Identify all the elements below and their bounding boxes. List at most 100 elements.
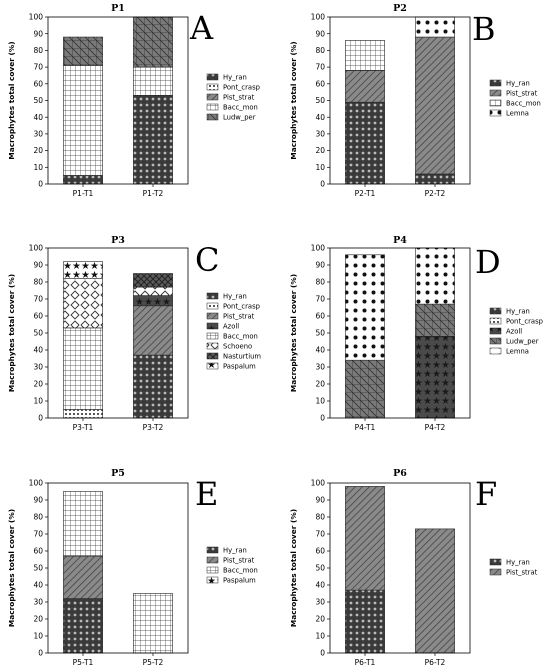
legend: Hy_ran Pist_strat Bacc_mon Paspalum [206,547,258,585]
panel-title: P5 [111,468,125,479]
y-tick-label: 20 [33,146,43,155]
panel-title: P6 [393,468,407,479]
bar-segment-schoeno [63,278,103,329]
legend-swatch [489,327,502,335]
legend-label: Pist_strat [506,90,538,98]
legend-label: Bacc_mon [223,567,258,575]
x-tick-label: P2-T2 [425,189,446,198]
legend: Hy_ran Pont_crasp Pist_strat Azoll Bacc_mon S… [206,292,261,371]
y-tick-label: 30 [315,130,325,139]
bar-segment-ludw-per [63,36,103,66]
legend-swatch [206,312,219,320]
legend: Hy_ran Pont_crasp Azoll Ludw_per Lemna [489,308,543,356]
bar-segment-bacc-mon [63,65,103,176]
y-tick-label: 70 [33,295,43,304]
y-tick-label: 30 [315,598,325,607]
legend-swatch [206,576,219,584]
y-tick-label: 100 [311,479,326,488]
legend-swatch [489,89,502,97]
y-tick-label: 60 [33,547,43,556]
y-tick-label: 30 [315,363,325,372]
legend-label: Ludw_per [506,338,539,346]
legend-swatch [206,93,219,101]
y-tick-label: 90 [315,261,325,270]
y-axis-label: Macrophytes total cover (%) [7,41,16,159]
x-tick-label: P5-T2 [143,658,164,667]
y-tick-label: 60 [315,547,325,556]
bar-segment-pist-strat [415,528,455,654]
legend-swatch [206,566,219,574]
legend: Hy_ran Pist_strat Bacc_mon Lemna [489,79,541,118]
y-tick-label: 70 [315,295,325,304]
x-tick-label: P3-T2 [143,423,164,432]
x-tick-label: P1-T2 [143,189,164,198]
y-tick-label: 10 [315,632,325,641]
panel-title: P3 [111,235,125,246]
bar-segment-pist-strat [345,70,385,103]
y-tick-label: 40 [315,113,325,122]
legend-swatch [206,302,219,310]
y-tick-label: 50 [315,96,325,105]
legend-swatch [206,362,219,370]
y-tick-label: 10 [33,397,43,406]
panel-p2: P2 B Macrophytes total cover (%) P2-T1 P2-T2… [289,3,541,198]
legend-label: Hy_ran [223,547,247,555]
legend-swatch [489,337,502,345]
x-tick-label: P4-T2 [425,423,446,432]
legend-swatch [206,352,219,360]
legend-swatch [206,556,219,564]
legend-swatch [206,83,219,91]
legend-label: Hy_ran [223,293,247,301]
legend-label: Hy_ran [223,74,247,82]
y-tick-label: 0 [38,414,43,423]
y-tick-label: 70 [315,63,325,72]
y-tick-label: 40 [315,581,325,590]
y-axis-label: Macrophytes total cover (%) [7,274,16,392]
panel-title: P4 [393,235,407,246]
legend-label: Pist_strat [506,569,538,577]
y-tick-label: 100 [29,479,44,488]
x-tick-label: P2-T1 [355,189,376,198]
y-tick-label: 0 [38,649,43,658]
panel-letter: B [472,10,496,48]
x-tick-label: P5-T1 [73,658,94,667]
y-tick-label: 20 [315,615,325,624]
legend-swatch [489,79,502,87]
legend-label: Bacc_mon [223,104,258,112]
legend-swatch [206,292,219,300]
y-tick-label: 80 [33,46,43,55]
panel-p4: P4 D Macrophytes total cover (%) P4-T1 P4-T2… [289,235,543,432]
bar-segment-hy-ran [133,354,173,419]
y-tick-label: 60 [33,312,43,321]
bar-segment-ludw-per [345,359,385,419]
legend-label: Pont_crasp [506,318,543,326]
y-tick-label: 20 [315,146,325,155]
bar-segment-ludw-per [133,16,173,68]
y-tick-label: 30 [33,363,43,372]
y-axis-label: Macrophytes total cover (%) [7,509,16,627]
bar-segment-hy-ran [415,173,455,185]
y-tick-label: 40 [33,113,43,122]
panel-letter: E [195,475,218,513]
bar-segment-lemna [415,16,455,38]
panel-letter: A [189,9,214,47]
bar-segment-hy-ran [63,175,103,185]
y-tick-label: 40 [33,346,43,355]
legend-label: Pont_crasp [223,303,260,311]
legend-label: Hy_ran [506,559,530,567]
legend-label: Pont_crasp [223,84,260,92]
legend-label: Hy_ran [506,308,530,316]
y-tick-label: 30 [33,598,43,607]
y-tick-label: 60 [33,79,43,88]
legend-swatch [206,103,219,111]
y-tick-label: 10 [33,632,43,641]
legend-label: Paspalum [223,363,256,371]
bar-segment-hy-ran [345,589,385,654]
panel-p5: P5 E Macrophytes total cover (%) P5-T1 P5-T2… [7,468,258,667]
bar-segment-paspalum [63,261,103,279]
bar-segment-lemna [345,254,385,361]
y-tick-label: 50 [33,96,43,105]
bar-segment-pist-strat [133,305,173,356]
legend-swatch [489,558,502,566]
